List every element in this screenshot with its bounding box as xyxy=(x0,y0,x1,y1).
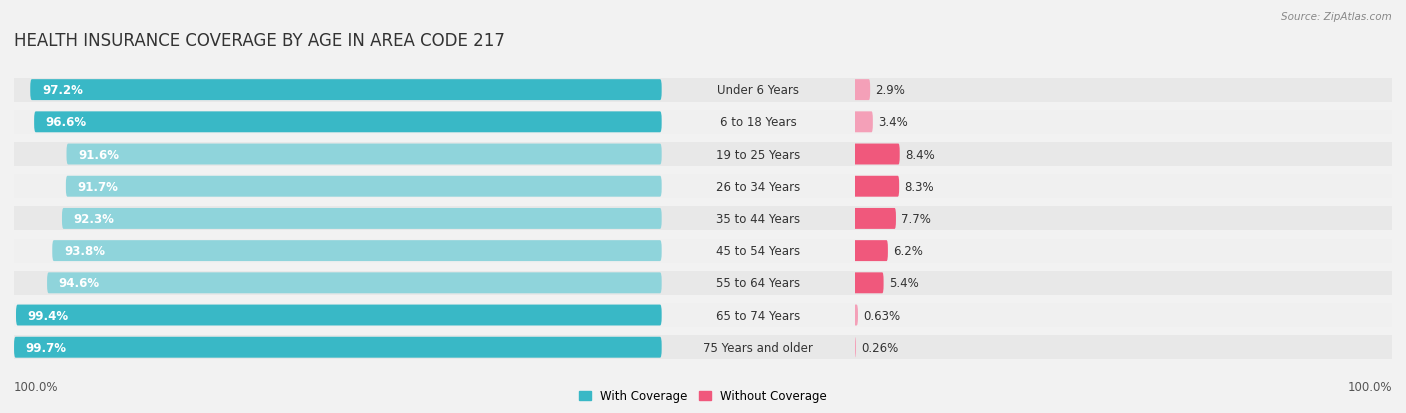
Text: 35 to 44 Years: 35 to 44 Years xyxy=(716,212,800,225)
Text: 19 to 25 Years: 19 to 25 Years xyxy=(716,148,800,161)
FancyBboxPatch shape xyxy=(662,175,855,199)
FancyBboxPatch shape xyxy=(853,112,873,133)
FancyBboxPatch shape xyxy=(14,335,662,359)
FancyBboxPatch shape xyxy=(662,239,855,263)
Text: 92.3%: 92.3% xyxy=(73,212,114,225)
Text: 91.6%: 91.6% xyxy=(79,148,120,161)
FancyBboxPatch shape xyxy=(14,337,662,358)
Text: 6 to 18 Years: 6 to 18 Years xyxy=(720,116,796,129)
FancyBboxPatch shape xyxy=(66,176,662,197)
Text: 26 to 34 Years: 26 to 34 Years xyxy=(716,180,800,193)
FancyBboxPatch shape xyxy=(66,144,662,165)
FancyBboxPatch shape xyxy=(14,239,662,263)
FancyBboxPatch shape xyxy=(855,142,1392,167)
FancyBboxPatch shape xyxy=(853,305,858,326)
Text: 97.2%: 97.2% xyxy=(42,84,83,97)
FancyBboxPatch shape xyxy=(14,303,662,327)
FancyBboxPatch shape xyxy=(662,335,855,359)
FancyBboxPatch shape xyxy=(62,209,662,229)
Text: 99.7%: 99.7% xyxy=(25,341,66,354)
Text: 0.63%: 0.63% xyxy=(863,309,900,322)
Text: 2.9%: 2.9% xyxy=(876,84,905,97)
Text: 7.7%: 7.7% xyxy=(901,212,931,225)
Text: 96.6%: 96.6% xyxy=(46,116,87,129)
FancyBboxPatch shape xyxy=(662,207,855,231)
FancyBboxPatch shape xyxy=(853,273,883,294)
FancyBboxPatch shape xyxy=(662,111,855,135)
FancyBboxPatch shape xyxy=(855,271,1392,295)
FancyBboxPatch shape xyxy=(662,271,855,295)
Text: 75 Years and older: 75 Years and older xyxy=(703,341,813,354)
FancyBboxPatch shape xyxy=(14,207,662,231)
Text: 8.3%: 8.3% xyxy=(904,180,934,193)
FancyBboxPatch shape xyxy=(853,80,870,101)
FancyBboxPatch shape xyxy=(14,271,662,295)
FancyBboxPatch shape xyxy=(52,240,662,261)
FancyBboxPatch shape xyxy=(855,303,1392,327)
FancyBboxPatch shape xyxy=(855,239,1392,263)
Text: 91.7%: 91.7% xyxy=(77,180,118,193)
FancyBboxPatch shape xyxy=(853,240,887,261)
Text: 93.8%: 93.8% xyxy=(63,244,105,257)
FancyBboxPatch shape xyxy=(14,111,662,135)
Text: 99.4%: 99.4% xyxy=(28,309,69,322)
FancyBboxPatch shape xyxy=(855,111,1392,135)
FancyBboxPatch shape xyxy=(853,176,900,197)
FancyBboxPatch shape xyxy=(31,80,662,101)
Text: 0.26%: 0.26% xyxy=(862,341,898,354)
Text: 5.4%: 5.4% xyxy=(889,277,918,290)
FancyBboxPatch shape xyxy=(15,305,662,326)
Text: Source: ZipAtlas.com: Source: ZipAtlas.com xyxy=(1281,12,1392,22)
Text: 94.6%: 94.6% xyxy=(59,277,100,290)
FancyBboxPatch shape xyxy=(855,175,1392,199)
FancyBboxPatch shape xyxy=(662,78,855,102)
FancyBboxPatch shape xyxy=(855,207,1392,231)
FancyBboxPatch shape xyxy=(662,303,855,327)
FancyBboxPatch shape xyxy=(853,337,856,358)
FancyBboxPatch shape xyxy=(853,209,896,229)
FancyBboxPatch shape xyxy=(14,142,662,167)
Text: 100.0%: 100.0% xyxy=(1347,380,1392,393)
Text: 55 to 64 Years: 55 to 64 Years xyxy=(716,277,800,290)
Text: Under 6 Years: Under 6 Years xyxy=(717,84,799,97)
FancyBboxPatch shape xyxy=(662,142,855,167)
FancyBboxPatch shape xyxy=(14,78,662,102)
Text: 6.2%: 6.2% xyxy=(893,244,924,257)
Text: HEALTH INSURANCE COVERAGE BY AGE IN AREA CODE 217: HEALTH INSURANCE COVERAGE BY AGE IN AREA… xyxy=(14,32,505,50)
FancyBboxPatch shape xyxy=(46,273,662,294)
Text: 100.0%: 100.0% xyxy=(14,380,59,393)
Text: 3.4%: 3.4% xyxy=(879,116,908,129)
FancyBboxPatch shape xyxy=(14,175,662,199)
Text: 65 to 74 Years: 65 to 74 Years xyxy=(716,309,800,322)
FancyBboxPatch shape xyxy=(855,335,1392,359)
FancyBboxPatch shape xyxy=(34,112,662,133)
Text: 8.4%: 8.4% xyxy=(905,148,935,161)
FancyBboxPatch shape xyxy=(855,78,1392,102)
FancyBboxPatch shape xyxy=(853,144,900,165)
Text: 45 to 54 Years: 45 to 54 Years xyxy=(716,244,800,257)
Legend: With Coverage, Without Coverage: With Coverage, Without Coverage xyxy=(574,385,832,407)
